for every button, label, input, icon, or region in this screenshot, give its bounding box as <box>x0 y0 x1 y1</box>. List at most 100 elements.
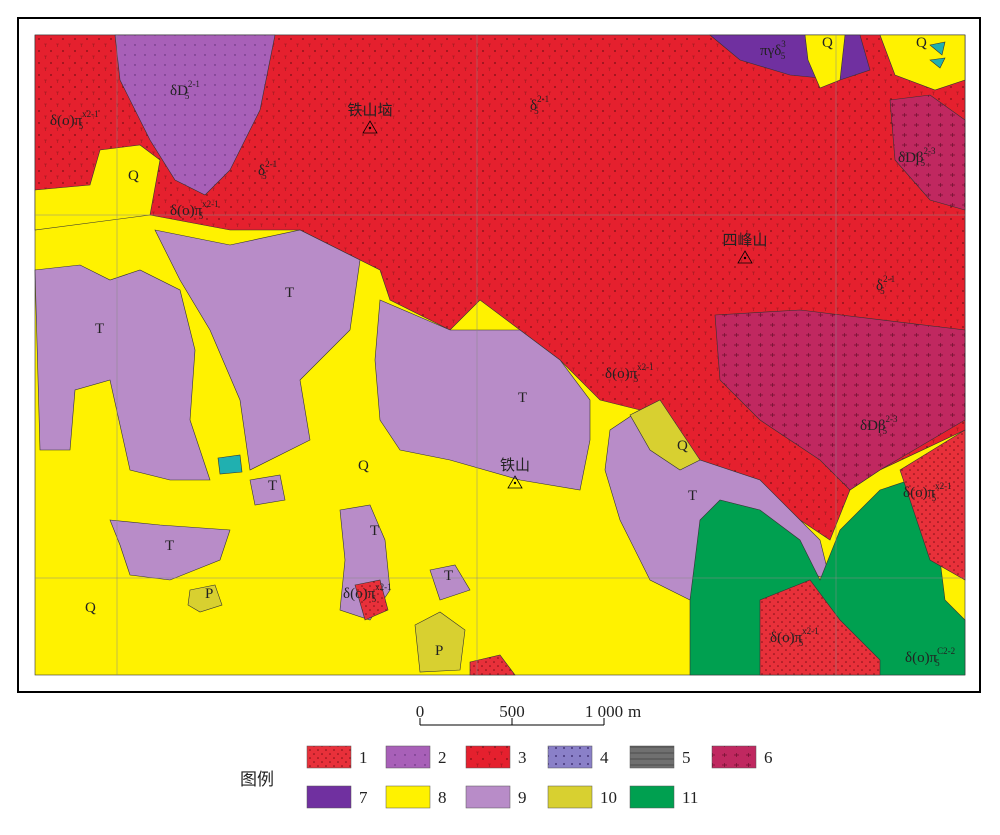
unit-symbol: δ(o)π <box>770 630 803 646</box>
unit-superscript: 3 <box>781 39 786 49</box>
unit-symbol: Q <box>822 35 833 51</box>
unit-superscript: 2-1 <box>265 159 277 169</box>
unit-label: δ2-1 5 <box>530 94 549 116</box>
legend-swatch <box>711 745 757 769</box>
unit-label: πγδ3 5 <box>760 39 786 61</box>
legend-label: 4 <box>600 748 609 767</box>
unit-subscript: 5 <box>883 426 888 436</box>
unit-symbol: δ(o)π <box>343 586 376 602</box>
scale-bar: 0 500 1 000 m <box>416 702 641 726</box>
unit-label: Q <box>822 35 833 51</box>
place-name: 铁山 <box>500 457 530 474</box>
unit-10 <box>187 399 701 673</box>
place-dot <box>743 256 747 260</box>
unit-label: δDβ2-3 5 <box>898 146 936 168</box>
unit-2 <box>114 34 276 196</box>
unit-t <box>374 299 591 491</box>
unit-symbol: Q <box>677 438 688 454</box>
unit-11 <box>689 479 966 676</box>
unit-superscript: 2-1 <box>883 274 895 284</box>
legend-swatch <box>306 785 352 809</box>
unit-symbol: Q <box>85 600 96 616</box>
unit-symbol: P <box>435 643 443 659</box>
unit-label: δ(o)πx2-1 5 <box>903 481 952 503</box>
unit-label: δ(o)πx2-1 5 <box>343 582 392 604</box>
unit-symbol: δ <box>876 278 883 294</box>
unit-symbol: Q <box>916 35 927 51</box>
unit-label: δD2-1 5 <box>170 79 200 101</box>
unit-1 <box>354 429 966 676</box>
unit-label: T <box>268 478 277 494</box>
unit-symbol: πγδ <box>760 43 781 59</box>
legend-label: 1 <box>359 748 368 767</box>
unit-label: δ(o)πx2-1 5 <box>50 109 99 131</box>
geology <box>34 34 966 676</box>
unit-label: T <box>688 488 697 504</box>
legend-swatch <box>465 745 511 769</box>
legend-swatch <box>629 745 675 769</box>
legend-swatch <box>385 785 431 809</box>
unit-superscript: 2-1 <box>188 79 200 89</box>
unit-label: T <box>370 523 379 539</box>
unit-label: Q <box>358 458 369 474</box>
unit-symbol: T <box>688 488 697 504</box>
unit-superscript: x2-1 <box>637 362 654 372</box>
legend-swatch <box>465 785 511 809</box>
scale-unit: m <box>628 702 641 721</box>
unit-subscript: 5 <box>935 658 940 668</box>
unit-label: δ(o)πC2-2 5 <box>905 646 955 668</box>
legend-label: 9 <box>518 788 527 807</box>
unit-label: δ(o)πx2-1 5 <box>770 626 819 648</box>
unit-subscript: 5 <box>534 106 539 116</box>
unit-label: T <box>444 568 453 584</box>
unit-symbol: δ(o)π <box>605 366 638 382</box>
unit-symbol: T <box>268 478 277 494</box>
unit-symbol: δ(o)π <box>903 485 936 501</box>
unit-label: T <box>95 321 104 337</box>
unit-symbol: δ(o)π <box>905 650 938 666</box>
unit-symbol: δDβ <box>860 418 886 434</box>
unit-label: Q <box>916 35 927 51</box>
place-marker <box>362 120 378 134</box>
legend: 1 2 3 4 5 6 7 8 9 10 11 <box>306 745 773 809</box>
unit-symbol: P <box>205 586 213 602</box>
unit-subscript: 5 <box>199 211 204 221</box>
unit-symbol: T <box>285 285 294 301</box>
unit-superscript: x2-1 <box>935 481 952 491</box>
unit-superscript: x2-1 <box>802 626 819 636</box>
legend-swatch <box>547 745 593 769</box>
unit-symbol: δDβ <box>898 150 924 166</box>
unit-subscript: 5 <box>932 493 937 503</box>
unit-label: Q <box>677 438 688 454</box>
place-name: 四峰山 <box>722 232 767 249</box>
unit-symbol: T <box>165 538 174 554</box>
unit-superscript: 2-1 <box>537 94 549 104</box>
scale-label: 0 <box>416 702 425 721</box>
legend-label: 3 <box>518 748 527 767</box>
legend-label: 2 <box>438 748 447 767</box>
place-marker <box>737 250 753 264</box>
unit-label: T <box>165 538 174 554</box>
unit-label: δ2-1 5 <box>258 159 277 181</box>
legend-label: 5 <box>682 748 691 767</box>
unit-label: T <box>285 285 294 301</box>
unit-subscript: 5 <box>79 121 84 131</box>
place-dot <box>368 126 372 130</box>
legend-title: 图例 <box>240 770 274 789</box>
scale-label: 1 000 <box>585 702 623 721</box>
unit-symbol: T <box>518 390 527 406</box>
unit-label: δ(o)πx2-1 5 <box>605 362 654 384</box>
legend-swatch <box>385 745 431 769</box>
unit-symbol: δ <box>258 163 265 179</box>
unit-superscript: 2-3 <box>886 414 898 424</box>
unit-label: P <box>205 586 213 602</box>
scale-label: 500 <box>499 702 525 721</box>
unit-subscript: 5 <box>372 594 377 604</box>
place-dot <box>513 481 517 485</box>
unit-label: δ(o)πx2-1 5 <box>170 199 219 221</box>
unit-subscript: 5 <box>781 51 786 61</box>
place-marker <box>507 475 523 489</box>
legend-label: 8 <box>438 788 447 807</box>
unit-symbol: δ <box>530 98 537 114</box>
